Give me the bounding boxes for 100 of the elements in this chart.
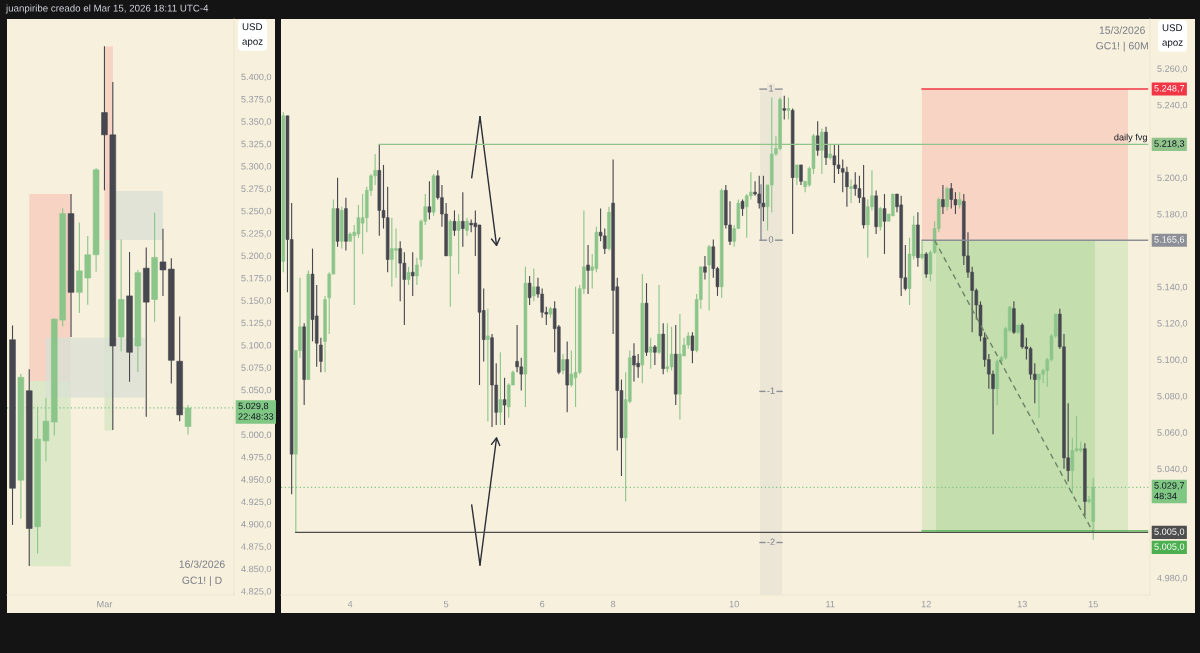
data-label: 5.218,3 [1154, 140, 1185, 148]
candlestick [498, 351, 503, 426]
y-tick-label: 5.350,0 [241, 118, 272, 126]
y-tick-label: 5.240,0 [1157, 101, 1188, 110]
y-axis-title: USD apoz [242, 23, 263, 47]
y-tick-label: 4.825,0 [241, 588, 272, 596]
candlestick [452, 209, 457, 237]
y-tick-label: 5.225,0 [241, 230, 272, 238]
candlestick [561, 353, 565, 375]
x-tick-label: Mar [97, 600, 113, 608]
y-tick-label: 5.250,0 [241, 207, 272, 216]
candlestick [573, 286, 578, 408]
candlestick [786, 97, 791, 120]
annotation: 1 [769, 85, 774, 92]
y-tick-label: 5.200,0 [1157, 174, 1188, 183]
y-tick-label: 5.040,0 [1157, 465, 1188, 474]
candlestick [515, 324, 519, 373]
y-tick-label: 5.000,0 [241, 431, 272, 440]
y-tick-label: 5.200,0 [241, 252, 272, 261]
y-tick-label: 5.100,0 [241, 342, 272, 350]
candlestick [945, 186, 949, 211]
candlestick [920, 240, 924, 261]
candlestick [410, 251, 415, 297]
annotation: -2 [767, 538, 775, 545]
candlestick [761, 175, 766, 222]
y-tick-label: 5.400,0 [241, 73, 272, 82]
candlestick [878, 206, 883, 231]
y-tick-label: 5.150,0 [241, 297, 272, 305]
text: GC1! | D [182, 576, 222, 587]
y-tick-label: 4.900,0 [241, 520, 272, 529]
candlestick [390, 217, 394, 288]
candlestick [882, 193, 887, 255]
y-tick-label: 4.875,0 [241, 543, 272, 551]
y-tick-label: 4.925,0 [241, 498, 272, 507]
text: 15/3/2026 [1099, 26, 1145, 34]
y-tick-label: 5.100,0 [1157, 356, 1188, 365]
candlestick [669, 326, 674, 372]
candlestick [815, 120, 820, 157]
y-tick-label: 5.140,0 [1157, 283, 1188, 292]
y-axis-title: USD apoz [1162, 24, 1183, 48]
x-tick-label: 8 [610, 600, 616, 608]
candlestick [486, 308, 490, 422]
ref-line-label: 5.029,7 48:34 [1154, 482, 1185, 500]
x-tick-label: 11 [826, 600, 835, 608]
y-tick-label: 5.300,0 [241, 163, 272, 171]
candlestick [657, 284, 661, 355]
ref-line-label: 5.029,8 22:48:33 [238, 402, 274, 420]
candlestick [849, 178, 853, 204]
y-tick-label: 5.325,0 [241, 140, 272, 149]
y-tick-label: 5.125,0 [241, 319, 272, 328]
y-tick-label: 5.260,0 [1157, 65, 1188, 73]
candlestick [648, 337, 653, 370]
y-tick-label: 5.075,0 [241, 364, 272, 372]
candlestick [707, 244, 711, 312]
candlestick [703, 255, 707, 281]
candlestick [394, 228, 398, 279]
y-tick-label: 5.050,0 [241, 386, 272, 395]
candlestick [632, 342, 636, 382]
text: GC1! | 60M [1096, 41, 1148, 52]
y-tick-label: 4.850,0 [241, 565, 272, 574]
y-tick-label: 5.375,0 [241, 96, 272, 104]
candlestick [799, 164, 803, 186]
candlestick [690, 331, 695, 364]
candlestick [461, 191, 465, 248]
data-label: 5.005,0 [1154, 528, 1185, 536]
data-label: 5.165,6 [1154, 236, 1185, 244]
y-tick-label: 4.980,0 [1157, 574, 1188, 583]
candlestick [653, 344, 657, 366]
y-tick-label: 5.060,0 [1157, 429, 1188, 437]
candlestick [845, 166, 849, 208]
x-tick-label: 4 [347, 600, 353, 608]
candlestick [406, 266, 411, 286]
candlestick [456, 213, 461, 275]
candlestick [1070, 437, 1075, 495]
x-tick-label: 5 [443, 600, 449, 608]
candlestick [1037, 373, 1041, 419]
candlestick [665, 322, 670, 373]
y-tick-label: 4.975,0 [241, 453, 272, 462]
candlestick [795, 164, 799, 186]
candlestick [949, 182, 954, 210]
y-tick-label: 5.175,0 [241, 274, 272, 283]
y-tick-label: 4.950,0 [241, 476, 272, 484]
candlestick [398, 240, 402, 302]
candlestick [832, 144, 837, 184]
candlestick [1012, 300, 1016, 335]
candlestick [427, 180, 432, 221]
candlestick [586, 244, 590, 295]
candlestick [532, 268, 536, 302]
x-tick-label: 6 [540, 600, 545, 608]
data-label: 5.005,0 [1154, 543, 1185, 551]
data-label: 5.248,7 [1154, 85, 1185, 93]
text: juanpiribe creado el Mar 15, 2026 18:11 UTC-4 [5, 4, 209, 14]
x-tick-label: 12 [921, 600, 931, 608]
candlestick [924, 251, 928, 279]
annotation: 0 [768, 236, 774, 243]
x-tick-label: 13 [1017, 600, 1027, 608]
y-tick-label: 5.180,0 [1157, 210, 1188, 219]
text: 16/3/2026 [179, 560, 225, 568]
candlestick [465, 217, 469, 237]
y-tick-label: 5.275,0 [241, 185, 272, 194]
